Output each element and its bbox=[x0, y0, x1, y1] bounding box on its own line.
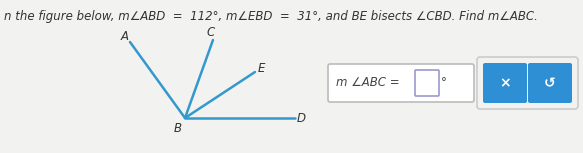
FancyBboxPatch shape bbox=[477, 57, 578, 109]
Text: n the figure below, m∠ABD  =  112°, m∠EBD  =  31°, and BE bisects ∠CBD. Find m∠A: n the figure below, m∠ABD = 112°, m∠EBD … bbox=[4, 10, 538, 23]
Text: B: B bbox=[174, 121, 182, 134]
Text: ↺: ↺ bbox=[544, 76, 556, 90]
Text: m ∠ABC =: m ∠ABC = bbox=[336, 76, 403, 90]
Text: ×: × bbox=[499, 76, 511, 90]
Text: D: D bbox=[297, 112, 305, 125]
Text: C: C bbox=[207, 26, 215, 39]
Text: °: ° bbox=[441, 76, 447, 90]
FancyBboxPatch shape bbox=[328, 64, 474, 102]
Text: A: A bbox=[121, 30, 129, 43]
FancyBboxPatch shape bbox=[415, 70, 439, 96]
FancyBboxPatch shape bbox=[528, 63, 572, 103]
Text: E: E bbox=[257, 62, 265, 75]
FancyBboxPatch shape bbox=[483, 63, 527, 103]
